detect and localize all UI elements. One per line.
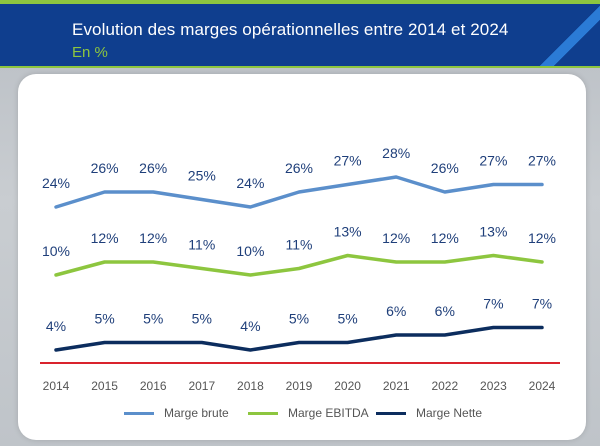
legend-label: Marge brute — [164, 406, 229, 420]
data-label: 5% — [94, 311, 114, 327]
x-tick-label: 2018 — [237, 379, 264, 393]
data-label: 26% — [91, 160, 119, 176]
series-line-marge-nette — [54, 325, 544, 352]
data-label: 6% — [386, 303, 406, 319]
data-label: 12% — [139, 230, 167, 246]
chart-legend: Marge brute Marge EBITDA Marge Nette — [0, 406, 600, 426]
data-label: 5% — [289, 311, 309, 327]
data-label: 25% — [188, 168, 216, 184]
x-tick-label: 2022 — [431, 379, 458, 393]
header-accent-stripe — [0, 0, 600, 4]
data-label: 10% — [42, 243, 70, 259]
data-label: 13% — [479, 224, 507, 240]
data-label: 12% — [382, 230, 410, 246]
data-label: 13% — [334, 224, 362, 240]
data-label: 27% — [479, 153, 507, 169]
header-banner: Evolution des marges opérationnelles ent… — [0, 0, 600, 68]
data-label: 7% — [483, 296, 503, 312]
data-label: 26% — [139, 160, 167, 176]
chart-title: Evolution des marges opérationnelles ent… — [72, 20, 509, 39]
x-tick-label: 2015 — [91, 379, 118, 393]
legend-item: Marge EBITDA — [248, 406, 369, 420]
legend-swatch — [248, 411, 278, 415]
series-marge-ebitda: 10% 12% 12% 11% 10% 11% 13% 12% 12% 13% 12% — [42, 224, 556, 277]
data-label: 4% — [46, 318, 66, 334]
data-label: 6% — [435, 303, 455, 319]
data-label: 12% — [528, 230, 556, 246]
data-label: 28% — [382, 145, 410, 161]
legend-item: Marge brute — [124, 406, 229, 420]
series-marge-nette: 4% 5% 5% 5% 4% 5% 5% 6% 6% 7% 7% — [46, 296, 552, 352]
data-label: 26% — [431, 160, 459, 176]
data-label: 27% — [528, 153, 556, 169]
series-line-marge-ebitda — [54, 253, 544, 277]
x-tick-label: 2020 — [334, 379, 361, 393]
data-label: 5% — [143, 311, 163, 327]
x-tick-label: 2023 — [480, 379, 507, 393]
data-label: 12% — [431, 230, 459, 246]
x-tick-label: 2017 — [188, 379, 215, 393]
chart-subtitle: En % — [72, 44, 108, 61]
x-tick-label: 2016 — [140, 379, 167, 393]
header-corner-decoration — [534, 0, 600, 68]
data-label: 5% — [337, 311, 357, 327]
data-label: 26% — [285, 160, 313, 176]
x-tick-label: 2024 — [529, 379, 556, 393]
x-tick-label: 2014 — [43, 379, 70, 393]
header-bottom-stripe — [0, 66, 600, 68]
data-label: 11% — [286, 237, 313, 253]
data-label: 11% — [188, 237, 215, 253]
data-label: 24% — [42, 175, 70, 191]
data-label: 5% — [192, 311, 212, 327]
legend-swatch — [124, 411, 154, 415]
legend-item: Marge Nette — [376, 406, 482, 420]
legend-label: Marge EBITDA — [288, 406, 369, 420]
data-label: 10% — [236, 243, 264, 259]
data-label: 4% — [240, 318, 260, 334]
data-label: 12% — [91, 230, 119, 246]
series-marge-brute: 24% 26% 26% 25% 24% 26% 27% 28% 26% 27% 27% — [42, 145, 556, 209]
x-tick-label: 2019 — [286, 379, 313, 393]
legend-label: Marge Nette — [416, 406, 483, 420]
data-label: 27% — [334, 153, 362, 169]
data-label: 24% — [236, 175, 264, 191]
x-tick-label: 2021 — [383, 379, 410, 393]
legend-swatch — [376, 411, 406, 415]
data-label: 7% — [532, 296, 552, 312]
